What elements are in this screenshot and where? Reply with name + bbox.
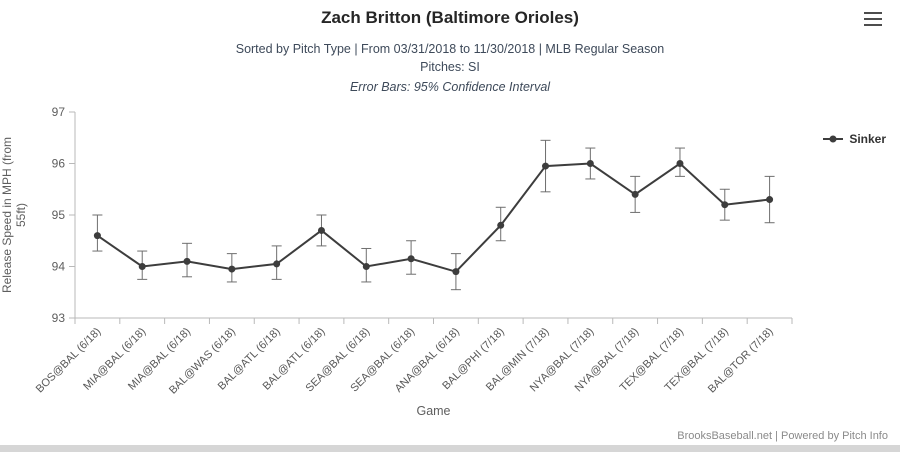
data-point[interactable] <box>631 190 639 198</box>
chart-errorbars-note: Error Bars: 95% Confidence Interval <box>349 80 551 94</box>
data-point[interactable] <box>452 268 460 276</box>
y-axis: 93 94 95 96 97 <box>52 105 76 325</box>
series-line <box>96 162 770 273</box>
chart-pitches-line: Pitches: SI <box>420 60 480 74</box>
legend-label: Sinker <box>849 132 886 146</box>
data-point[interactable] <box>766 196 774 204</box>
data-point[interactable] <box>183 257 191 265</box>
y-tick-label: 95 <box>52 208 66 222</box>
data-point[interactable] <box>93 232 101 240</box>
chart-title: Zach Britton (Baltimore Orioles) <box>321 8 579 27</box>
footer-credit: BrooksBaseball.net | Powered by Pitch In… <box>677 430 888 442</box>
y-tick-label: 96 <box>52 157 66 171</box>
hamburger-menu-icon[interactable] <box>864 11 884 27</box>
y-tick-label: 93 <box>52 311 66 325</box>
menu-bar <box>864 12 882 14</box>
y-axis-title: Release Speed in MPH (from55ft) <box>0 137 28 293</box>
chart-header: Zach Britton (Baltimore Orioles) Sorted … <box>0 0 900 94</box>
data-point[interactable] <box>228 265 236 273</box>
menu-bar <box>864 18 882 20</box>
menu-bar <box>864 24 882 26</box>
data-point[interactable] <box>676 160 684 167</box>
legend-marker-icon <box>823 135 844 143</box>
data-point[interactable] <box>317 226 325 234</box>
series-sinker <box>92 139 775 291</box>
data-point[interactable] <box>497 221 505 229</box>
y-tick-label: 94 <box>52 260 66 274</box>
data-point[interactable] <box>586 160 594 167</box>
data-point[interactable] <box>273 260 281 268</box>
data-point[interactable] <box>721 201 729 209</box>
data-point[interactable] <box>138 263 146 270</box>
line-chart: 93 94 95 96 97 BOS@BAL (6/18)MIA@BAL (6/18)MI… <box>0 105 793 418</box>
data-point[interactable] <box>407 255 415 263</box>
y-tick-label: 97 <box>52 105 66 119</box>
x-axis-title: Game <box>416 404 450 418</box>
chart-subtitle: Sorted by Pitch Type | From 03/31/2018 t… <box>235 42 665 56</box>
legend[interactable]: Sinker <box>822 132 886 146</box>
x-axis: BOS@BAL (6/18)MIA@BAL (6/18)MIA@BAL (6/1… <box>34 317 793 397</box>
data-point[interactable] <box>542 162 550 170</box>
data-point[interactable] <box>362 263 370 270</box>
footer-bar <box>0 445 900 452</box>
